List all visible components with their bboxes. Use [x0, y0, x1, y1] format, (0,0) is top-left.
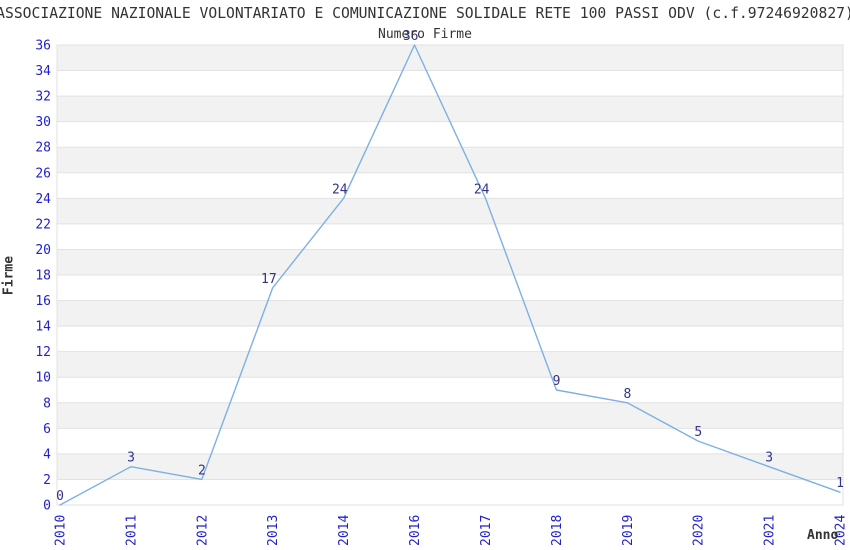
y-tick-label: 8 — [43, 396, 51, 411]
x-axis-title: Anno — [807, 528, 839, 543]
y-tick-label: 30 — [35, 115, 51, 130]
y-tick-label: 16 — [35, 294, 51, 309]
band-stripe — [57, 300, 843, 327]
y-axis-title: Firme — [1, 255, 17, 296]
y-tick-label: 14 — [35, 320, 51, 335]
data-point-label: 24 — [474, 182, 490, 197]
x-tick-label: 2019 — [621, 515, 636, 546]
band-stripe — [57, 45, 843, 71]
x-tick-label: 2021 — [763, 515, 778, 546]
x-tick-label: 2020 — [692, 515, 707, 546]
x-tick-label: 2012 — [195, 515, 210, 546]
data-point-label: 8 — [623, 387, 631, 402]
band-stripe — [57, 147, 843, 173]
y-tick-label: 12 — [35, 345, 51, 360]
y-tick-label: 18 — [35, 269, 51, 284]
y-tick-label: 24 — [35, 192, 51, 207]
band-stripe — [57, 249, 843, 275]
x-tick-label: 2016 — [408, 515, 423, 546]
data-point-label: 3 — [127, 451, 135, 466]
data-line — [59, 44, 841, 506]
x-tick-label: 2011 — [124, 515, 139, 546]
y-tick-label: 36 — [35, 39, 51, 54]
data-point-label: 36 — [403, 29, 419, 44]
band-stripe — [57, 198, 843, 224]
data-point-label: 17 — [261, 272, 277, 287]
band-stripe — [57, 453, 843, 480]
plot-border — [56, 44, 844, 506]
data-point-label: 24 — [332, 182, 348, 197]
y-tick-label: 10 — [35, 371, 51, 386]
data-point-label: 2 — [198, 463, 206, 478]
y-tick-label: 20 — [35, 243, 51, 258]
data-labels: 0 3 2 17 24 36 24 9 8 5 3 1 — [56, 29, 844, 504]
data-point-label: 3 — [765, 451, 773, 466]
band-stripe — [57, 96, 843, 122]
y-tick-label: 26 — [35, 166, 51, 181]
y-tick-label: 32 — [35, 90, 51, 105]
data-point-label: 0 — [56, 489, 64, 504]
y-tick-label: 2 — [43, 473, 51, 488]
chart-title: ASSOCIAZIONE NAZIONALE VOLONTARIATO E CO… — [0, 5, 850, 22]
x-tick-labels: 2010 2011 2012 2013 2014 2016 2017 2018 2019 2020… — [54, 515, 849, 546]
y-tick-label: 6 — [43, 422, 51, 437]
y-tick-label: 4 — [43, 447, 51, 462]
x-tick-label: 2017 — [479, 515, 494, 546]
x-tick-label: 2013 — [266, 515, 281, 546]
band-stripe — [57, 402, 843, 429]
band-stripe — [57, 351, 843, 378]
data-point-label: 1 — [836, 476, 844, 491]
series-line — [59, 44, 841, 506]
x-tick-label: 2010 — [54, 515, 69, 546]
x-tick-label: 2014 — [337, 515, 352, 546]
x-tick-label: 2018 — [550, 515, 565, 546]
y-tick-label: 22 — [35, 217, 51, 232]
y-tick-label: 0 — [43, 499, 51, 514]
data-point-label: 9 — [553, 374, 561, 389]
data-point-label: 5 — [694, 425, 702, 440]
y-tick-label: 34 — [35, 64, 51, 79]
y-tick-label: 28 — [35, 141, 51, 156]
x-tick-label: 2024 — [834, 515, 849, 546]
chart-subtitle: Numero Firme — [378, 27, 472, 42]
